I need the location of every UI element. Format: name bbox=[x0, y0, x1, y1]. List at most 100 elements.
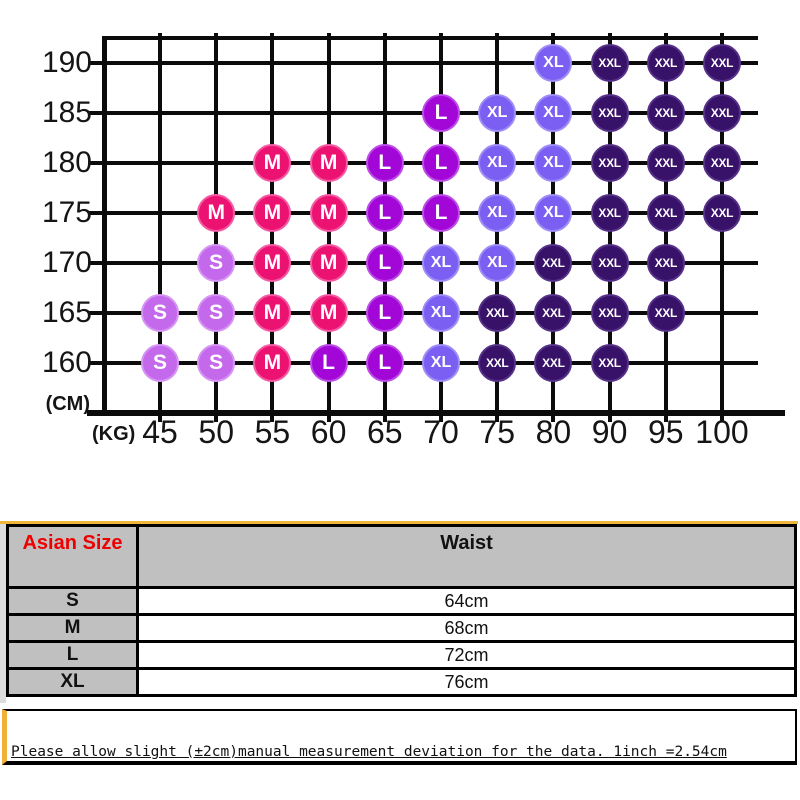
y-axis-label: 190 bbox=[41, 46, 92, 79]
y-axis-label: 185 bbox=[41, 96, 92, 129]
x-axis-label: 100 bbox=[695, 414, 749, 450]
size-bubble-xl: XL bbox=[534, 44, 573, 82]
x-axis-label: 95 bbox=[648, 414, 684, 450]
size-bubble-xxl: XXL bbox=[646, 94, 685, 132]
table-row: S 64cm bbox=[6, 586, 797, 616]
table-row: M 68cm bbox=[6, 613, 797, 643]
size-bubble-m: M bbox=[309, 194, 348, 232]
measurement-note-text: Please allow slight (±2cm)manual measure… bbox=[11, 744, 727, 760]
grid-line-vertical bbox=[158, 33, 162, 422]
size-bubble-xl: XL bbox=[422, 244, 460, 282]
y-axis-unit-label: (CM) bbox=[45, 393, 90, 415]
table-left-edge-strip bbox=[0, 524, 6, 703]
size-cell: L bbox=[6, 640, 139, 670]
size-bubble-xxl: XXL bbox=[534, 294, 573, 332]
x-axis-line bbox=[87, 410, 785, 416]
waist-cell: 68cm bbox=[136, 613, 797, 643]
x-axis-label: 70 bbox=[423, 414, 459, 450]
size-bubble-xl: XL bbox=[422, 294, 460, 332]
x-axis-label: 65 bbox=[367, 414, 403, 450]
size-bubble-m: M bbox=[197, 194, 236, 232]
size-bubble-xxl: XXL bbox=[590, 194, 629, 232]
size-bubble-m: M bbox=[253, 344, 292, 382]
table-top-accent-line bbox=[0, 521, 798, 524]
size-bubble-l: L bbox=[422, 144, 460, 182]
measurement-note-box: Please allow slight (±2cm)manual measure… bbox=[2, 709, 797, 765]
size-bubble-xl: XL bbox=[534, 144, 573, 182]
size-bubble-xxl: XXL bbox=[703, 194, 741, 232]
size-cell: S bbox=[6, 586, 139, 616]
size-bubble-l: L bbox=[422, 194, 460, 232]
size-bubble-xxl: XXL bbox=[646, 194, 685, 232]
size-bubble-l: L bbox=[365, 144, 404, 182]
size-bubble-xxl: XXL bbox=[478, 344, 517, 382]
size-bubble-xxl: XXL bbox=[646, 294, 685, 332]
size-bubble-m: M bbox=[253, 144, 292, 182]
grid-line-horizontal bbox=[88, 61, 758, 65]
size-bubble-xxl: XXL bbox=[534, 344, 573, 382]
size-bubble-xxl: XXL bbox=[478, 294, 517, 332]
size-bubble-xxl: XXL bbox=[590, 344, 629, 382]
size-bubble-s: S bbox=[197, 244, 236, 282]
size-bubble-xl: XL bbox=[534, 194, 573, 232]
x-axis-label: 75 bbox=[479, 414, 515, 450]
size-waist-table: Asian Size Waist S 64cm M 68cm L 72cm XL 76cm bbox=[6, 524, 797, 697]
size-bubble-xl: XL bbox=[534, 94, 573, 132]
size-bubble-xxl: XXL bbox=[703, 44, 741, 82]
size-bubble-xl: XL bbox=[422, 344, 460, 382]
y-axis-label: 170 bbox=[41, 246, 92, 279]
size-bubble-l: L bbox=[309, 344, 348, 382]
y-axis-label: 175 bbox=[41, 196, 92, 229]
table-row: XL 76cm bbox=[6, 667, 797, 697]
size-chart: (CM) (KG) 190 185 180 175 170 165 160 45 50 55 60 6… bbox=[41, 33, 785, 450]
column-header-waist: Waist bbox=[136, 524, 797, 589]
size-bubble-m: M bbox=[253, 244, 292, 282]
size-bubble-xxl: XXL bbox=[534, 244, 573, 282]
size-bubble-m: M bbox=[253, 194, 292, 232]
table-header-row: Asian Size Waist bbox=[6, 524, 797, 589]
size-bubble-xxl: XXL bbox=[646, 244, 685, 282]
size-bubble-l: L bbox=[422, 94, 460, 132]
size-bubble-m: M bbox=[253, 294, 292, 332]
size-bubble-m: M bbox=[309, 294, 348, 332]
x-axis-label: 90 bbox=[591, 414, 628, 450]
size-cell: XL bbox=[6, 667, 139, 697]
x-axis-unit-label: (KG) bbox=[92, 423, 136, 445]
table-row: L 72cm bbox=[6, 640, 797, 670]
size-bubble-l: L bbox=[365, 344, 404, 382]
size-bubble-s: S bbox=[141, 344, 179, 382]
x-axis-label: 80 bbox=[535, 414, 572, 450]
size-bubble-xxl: XXL bbox=[590, 144, 629, 182]
size-bubble-xxl: XXL bbox=[646, 144, 685, 182]
size-bubble-s: S bbox=[197, 344, 236, 382]
size-bubble-m: M bbox=[309, 144, 348, 182]
x-axis-label: 60 bbox=[310, 414, 347, 450]
column-header-asian-size: Asian Size bbox=[6, 524, 139, 589]
size-bubble-xxl: XXL bbox=[590, 94, 629, 132]
y-axis-label: 180 bbox=[41, 146, 92, 179]
size-cell: M bbox=[6, 613, 139, 643]
grid-top-boundary-line bbox=[103, 36, 758, 40]
x-axis-label: 55 bbox=[254, 414, 291, 450]
size-bubble-xxl: XXL bbox=[590, 294, 629, 332]
size-bubble-s: S bbox=[141, 294, 179, 332]
y-axis-line bbox=[102, 36, 107, 416]
size-bubble-xxl: XXL bbox=[590, 244, 629, 282]
x-axis-label: 45 bbox=[142, 414, 178, 450]
size-bubble-l: L bbox=[365, 294, 404, 332]
size-bubble-xxl: XXL bbox=[590, 44, 629, 82]
y-axis-label: 160 bbox=[41, 346, 92, 379]
size-bubble-xxl: XXL bbox=[703, 94, 741, 132]
x-axis-label: 50 bbox=[198, 414, 234, 450]
size-bubble-xxl: XXL bbox=[646, 44, 685, 82]
waist-cell: 76cm bbox=[136, 667, 797, 697]
size-bubble-xxl: XXL bbox=[703, 144, 741, 182]
y-axis-label: 165 bbox=[41, 296, 92, 329]
size-bubble-l: L bbox=[365, 194, 404, 232]
waist-cell: 64cm bbox=[136, 586, 797, 616]
size-bubble-xl: XL bbox=[478, 94, 517, 132]
size-bubble-xl: XL bbox=[478, 244, 517, 282]
size-bubble-l: L bbox=[365, 244, 404, 282]
size-bubble-xl: XL bbox=[478, 194, 517, 232]
size-bubble-s: S bbox=[197, 294, 236, 332]
